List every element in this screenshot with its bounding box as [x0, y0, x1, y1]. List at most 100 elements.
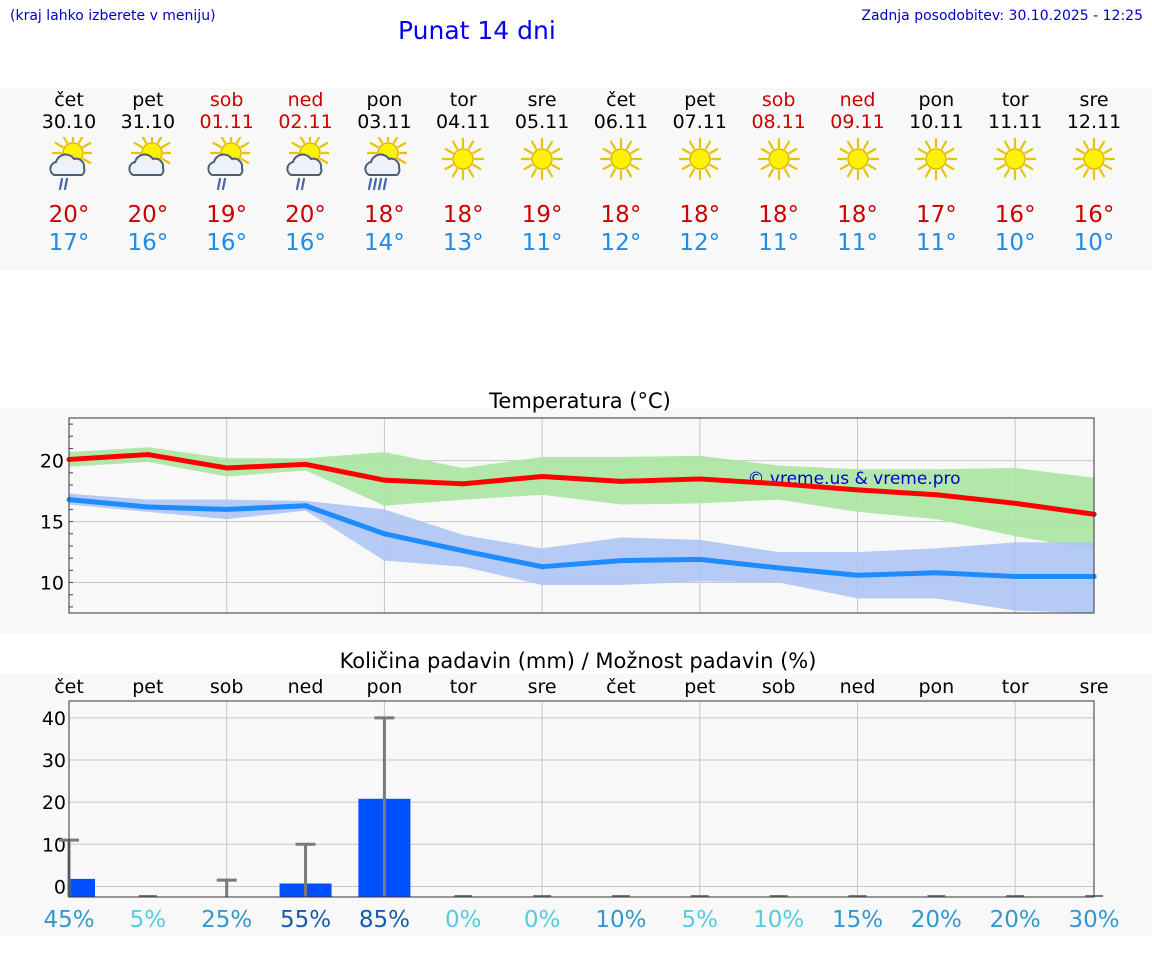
precip-tick-label: 0 — [54, 876, 66, 898]
precip-probability: 20% — [990, 907, 1041, 933]
precip-probability: 45% — [43, 907, 94, 933]
day-name: sre — [1079, 89, 1109, 111]
min-temp: 10° — [1073, 230, 1115, 256]
forecast-day: sre 12.11 16° 10° — [1054, 89, 1134, 257]
temp-tick-label: 20 — [40, 451, 64, 473]
precip-tick-label: 30 — [42, 750, 66, 772]
precip-plot-frame — [68, 700, 1095, 898]
sun-cloud-rain-icon — [49, 137, 92, 191]
max-temp-point — [539, 474, 545, 479]
max-temp: 18° — [679, 202, 721, 228]
precip-probability: 0% — [524, 907, 561, 933]
max-temp: 18° — [364, 202, 405, 228]
day-name: čet — [606, 89, 636, 111]
max-temp-point — [697, 476, 703, 482]
day-date: 02.11 — [278, 111, 333, 133]
day-name: pon — [366, 89, 403, 111]
forecast-day: pon 10.11 17° 11° — [896, 89, 976, 257]
precip-day-label: pet — [132, 676, 163, 698]
max-temp: 20° — [48, 202, 90, 228]
day-date: 10.11 — [909, 111, 964, 133]
min-temp: 16° — [285, 230, 326, 256]
min-temp-point — [145, 504, 151, 510]
day-name: ned — [839, 89, 876, 111]
max-temp-point — [381, 477, 387, 483]
min-temp-point — [697, 556, 703, 562]
min-temp: 14° — [364, 230, 405, 256]
max-temp: 19° — [206, 202, 248, 228]
precip-tick-label: 40 — [42, 708, 66, 730]
max-temp: 19° — [521, 202, 563, 228]
precipitation-chart: Količina padavin (mm) / Možnost padavin … — [42, 649, 1120, 933]
sun-cloud-rain-icon — [207, 137, 250, 191]
min-temp: 12° — [679, 230, 721, 256]
forecast-band — [0, 88, 1152, 270]
sun-icon — [915, 137, 958, 181]
precip-tick-label: 20 — [42, 792, 66, 814]
min-temp: 11° — [758, 230, 800, 256]
page-title: Punat 14 dni — [398, 16, 556, 45]
day-date: 04.11 — [436, 111, 491, 133]
max-temp-point — [618, 478, 624, 484]
max-temp: 18° — [837, 202, 878, 228]
precip-tick-label: 10 — [42, 834, 66, 856]
max-temp-point — [1012, 500, 1018, 506]
min-temp-point — [224, 506, 230, 512]
max-temp: 16° — [1073, 202, 1115, 228]
precip-bar — [69, 878, 95, 897]
day-date: 12.11 — [1066, 111, 1122, 133]
min-temp-point — [303, 503, 309, 509]
max-temp: 20° — [285, 202, 326, 228]
precip-probability: 5% — [130, 907, 167, 933]
forecast-day: čet 30.10 20° 17° — [29, 89, 109, 257]
max-temp: 18° — [442, 202, 484, 228]
forecast-day: sob 08.11 18° 11° — [739, 89, 819, 257]
max-temp-point — [933, 492, 939, 498]
max-range-band — [69, 447, 1095, 550]
max-temp: 20° — [127, 202, 169, 228]
precip-day-label: sre — [528, 676, 557, 698]
precip-day-label: ned — [288, 676, 324, 698]
precip-day-label: pon — [918, 676, 954, 698]
min-range-band — [69, 493, 1095, 613]
day-date: 01.11 — [199, 111, 254, 133]
precip-probability: 10% — [595, 907, 646, 933]
precip-chart-title: Količina padavin (mm) / Možnost padavin … — [340, 649, 817, 673]
precip-day-label: sob — [210, 676, 244, 698]
precip-probability: 20% — [911, 907, 962, 933]
forecast-day: pet 31.10 20° 16° — [108, 89, 188, 257]
forecast-day: pon 03.11 18° 14° — [344, 89, 424, 257]
precip-probability: 15% — [832, 907, 883, 933]
max-temp-point — [145, 452, 151, 458]
temp-tick-label: 15 — [40, 512, 64, 534]
min-temp-point — [933, 570, 939, 576]
day-name: pon — [918, 89, 955, 111]
min-temp: 17° — [48, 230, 90, 256]
precip-probability: 0% — [445, 907, 482, 933]
max-temp: 18° — [600, 202, 642, 228]
precip-probability: 10% — [753, 907, 804, 933]
location-hint: (kraj lahko izberete v meniju) — [10, 8, 216, 24]
precip-day-label: čet — [606, 676, 636, 698]
min-temp-point — [381, 531, 387, 537]
min-temp-point — [1012, 573, 1018, 579]
sun-cloud-rain-icon — [285, 137, 329, 191]
day-name: čet — [54, 89, 84, 111]
forecast-day: sre 05.11 19° 11° — [502, 89, 582, 257]
forecast-day: ned 09.11 18° 11° — [818, 89, 898, 257]
sun-icon — [599, 137, 643, 181]
temp-chart-title: Temperatura (°C) — [488, 389, 671, 413]
max-temp-point — [776, 481, 782, 487]
precip-day-label: pon — [367, 676, 403, 698]
precip-probability: 5% — [682, 907, 719, 933]
day-name: tor — [449, 89, 477, 111]
forecast-day: tor 04.11 18° 13° — [423, 89, 503, 257]
min-temp: 11° — [915, 230, 957, 256]
precip-probability: 85% — [359, 907, 410, 933]
precip-day-label: sob — [762, 676, 796, 698]
max-temp-point — [460, 481, 466, 487]
day-name: sre — [527, 89, 557, 111]
sun-cloud-icon — [128, 137, 171, 176]
day-name: ned — [287, 89, 324, 111]
